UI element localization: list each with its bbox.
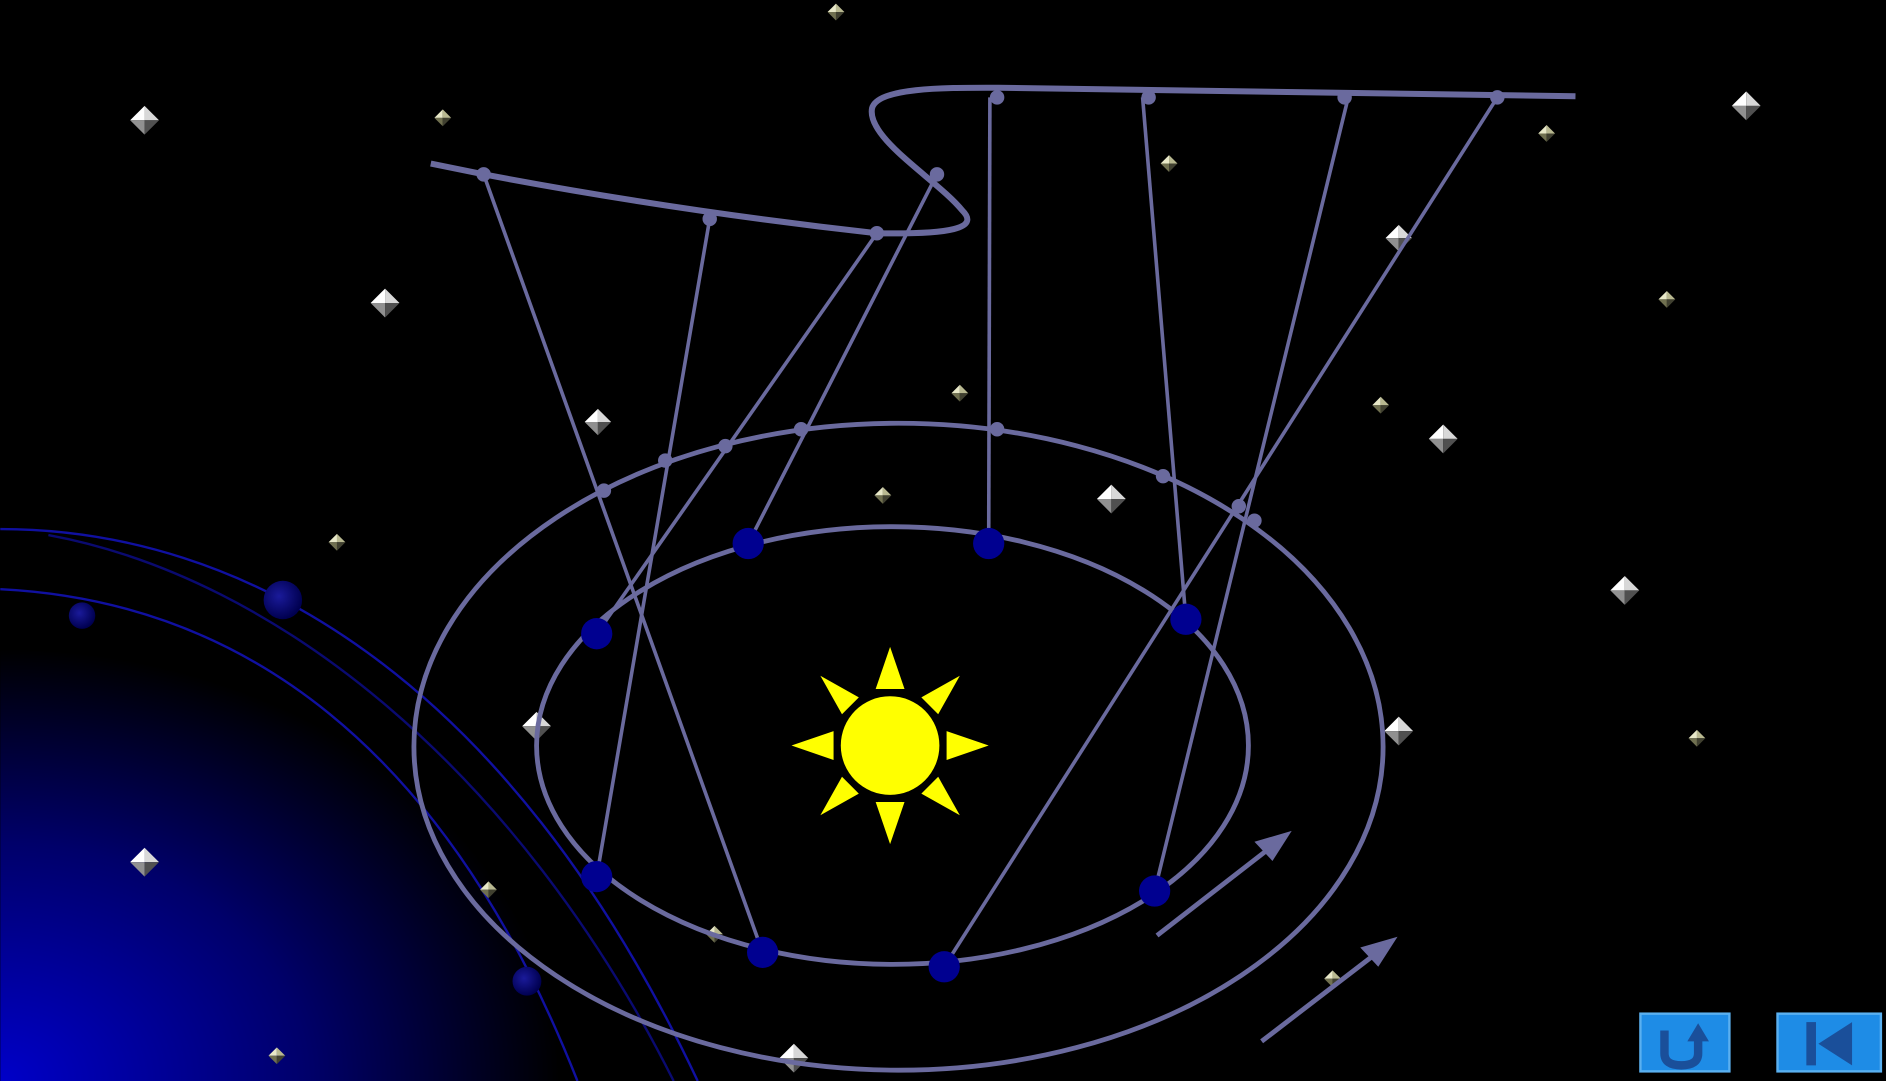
sky-point [930,167,944,181]
decor-planet [264,581,302,619]
mars-point [990,422,1004,436]
earth-point [1170,604,1201,635]
earth-point [733,528,764,559]
earth-point [1139,875,1170,906]
sky-point [703,212,717,226]
earth-point [973,528,1004,559]
decor-planet [69,602,95,628]
button-icon [1806,1022,1816,1065]
sight-line [989,97,990,543]
sun [791,647,988,844]
earth-point [581,618,612,649]
sun-disc [841,696,940,795]
sky-point [1141,90,1155,104]
mars-point [1156,469,1170,483]
sky-point [476,167,490,181]
mars-point [794,422,808,436]
mars-point [597,483,611,497]
earth-point [929,951,960,982]
first-slide-button[interactable] [1777,1014,1880,1072]
slide [0,0,1886,1081]
mars-point [718,439,732,453]
sky-point [1490,90,1504,104]
decor-planet [513,967,542,996]
sky-point [1337,90,1351,104]
mars-point [1247,513,1261,527]
earth-point [747,937,778,968]
mars-point [658,453,672,467]
sky-point [990,90,1004,104]
return-button[interactable] [1640,1014,1729,1072]
sky-point [870,226,884,240]
mars-point [1232,499,1246,513]
page: (() => { const svg = document.getElement… [0,0,1886,1081]
earth-point [581,861,612,892]
